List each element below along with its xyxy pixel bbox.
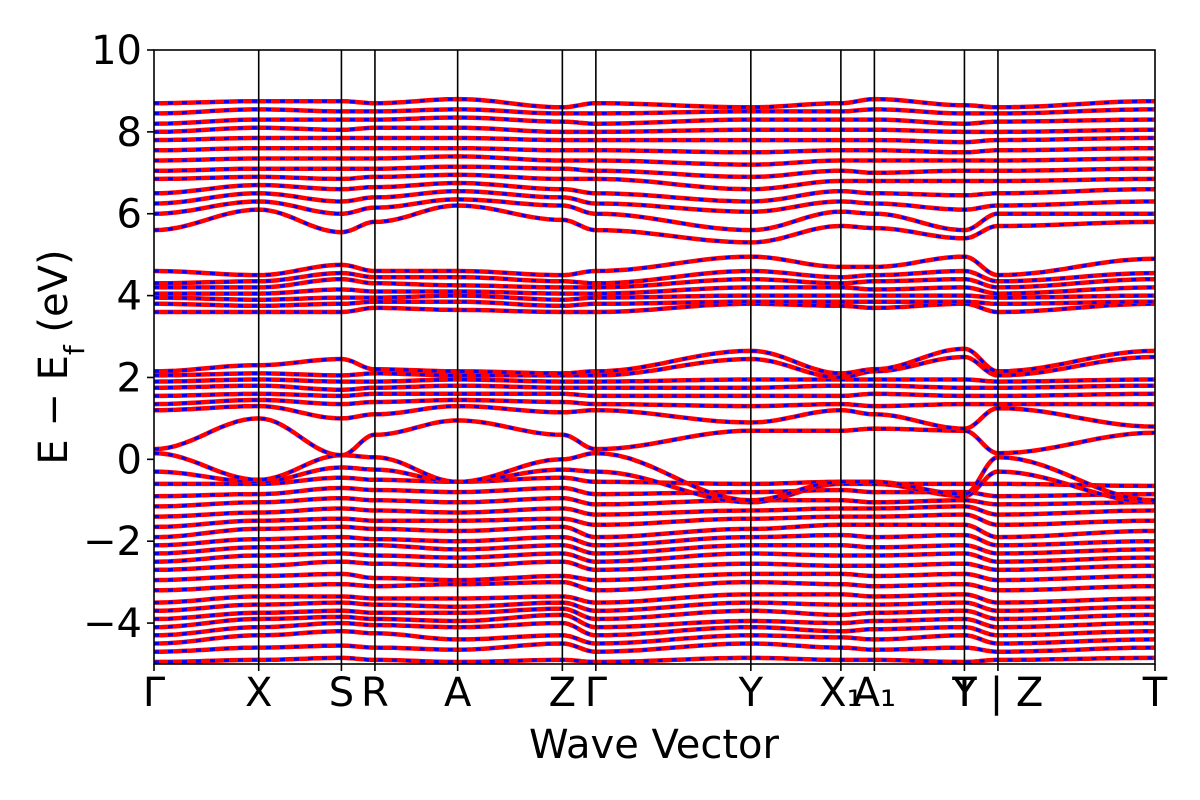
x-tick-label: Z [549, 670, 576, 716]
y-axis-label: E − Ef (eV) [31, 249, 91, 464]
y-tick-label: −2 [83, 519, 142, 565]
x-tick-label: X [245, 670, 272, 716]
band-25-spin-up [154, 391, 1155, 399]
x-tick-label: Γ [143, 670, 166, 716]
y-axis-label-unit: (eV) [31, 249, 77, 345]
x-tick-label: X₁ [819, 670, 862, 716]
y-tick-label: −4 [83, 601, 142, 647]
y-tick-label: 8 [117, 110, 142, 156]
band-26-spin-up [154, 383, 1155, 392]
x-tick-label: T [1142, 670, 1168, 716]
y-tick-label: 10 [91, 28, 142, 74]
y-tick-label: 6 [117, 192, 142, 238]
plot-frame [153, 49, 1156, 665]
x-tick-label: A₁ [853, 670, 896, 716]
x-axis-label: Wave Vector [529, 722, 780, 768]
y-tick-label: 4 [117, 274, 142, 320]
band-27-spin-up [154, 377, 1155, 384]
x-tick-label: T [951, 670, 977, 716]
y-tick-label: 2 [117, 355, 142, 401]
y-axis-label-main: E − E [31, 355, 77, 465]
x-tick-label: Y [738, 670, 764, 716]
y-axis-label-sub: f [58, 344, 91, 355]
x-tick-label: R [361, 670, 389, 716]
high-symmetry-lines [257, 50, 999, 664]
x-tick-label: Γ [585, 670, 608, 716]
x-tick-label: Y | Z [952, 670, 1044, 716]
y-axis-ticks: −4 −2 0 2 4 6 8 10 [83, 28, 154, 647]
y-tick-label: 0 [117, 437, 142, 483]
x-tick-label: S [329, 670, 354, 716]
x-tick-label: A [444, 670, 472, 716]
